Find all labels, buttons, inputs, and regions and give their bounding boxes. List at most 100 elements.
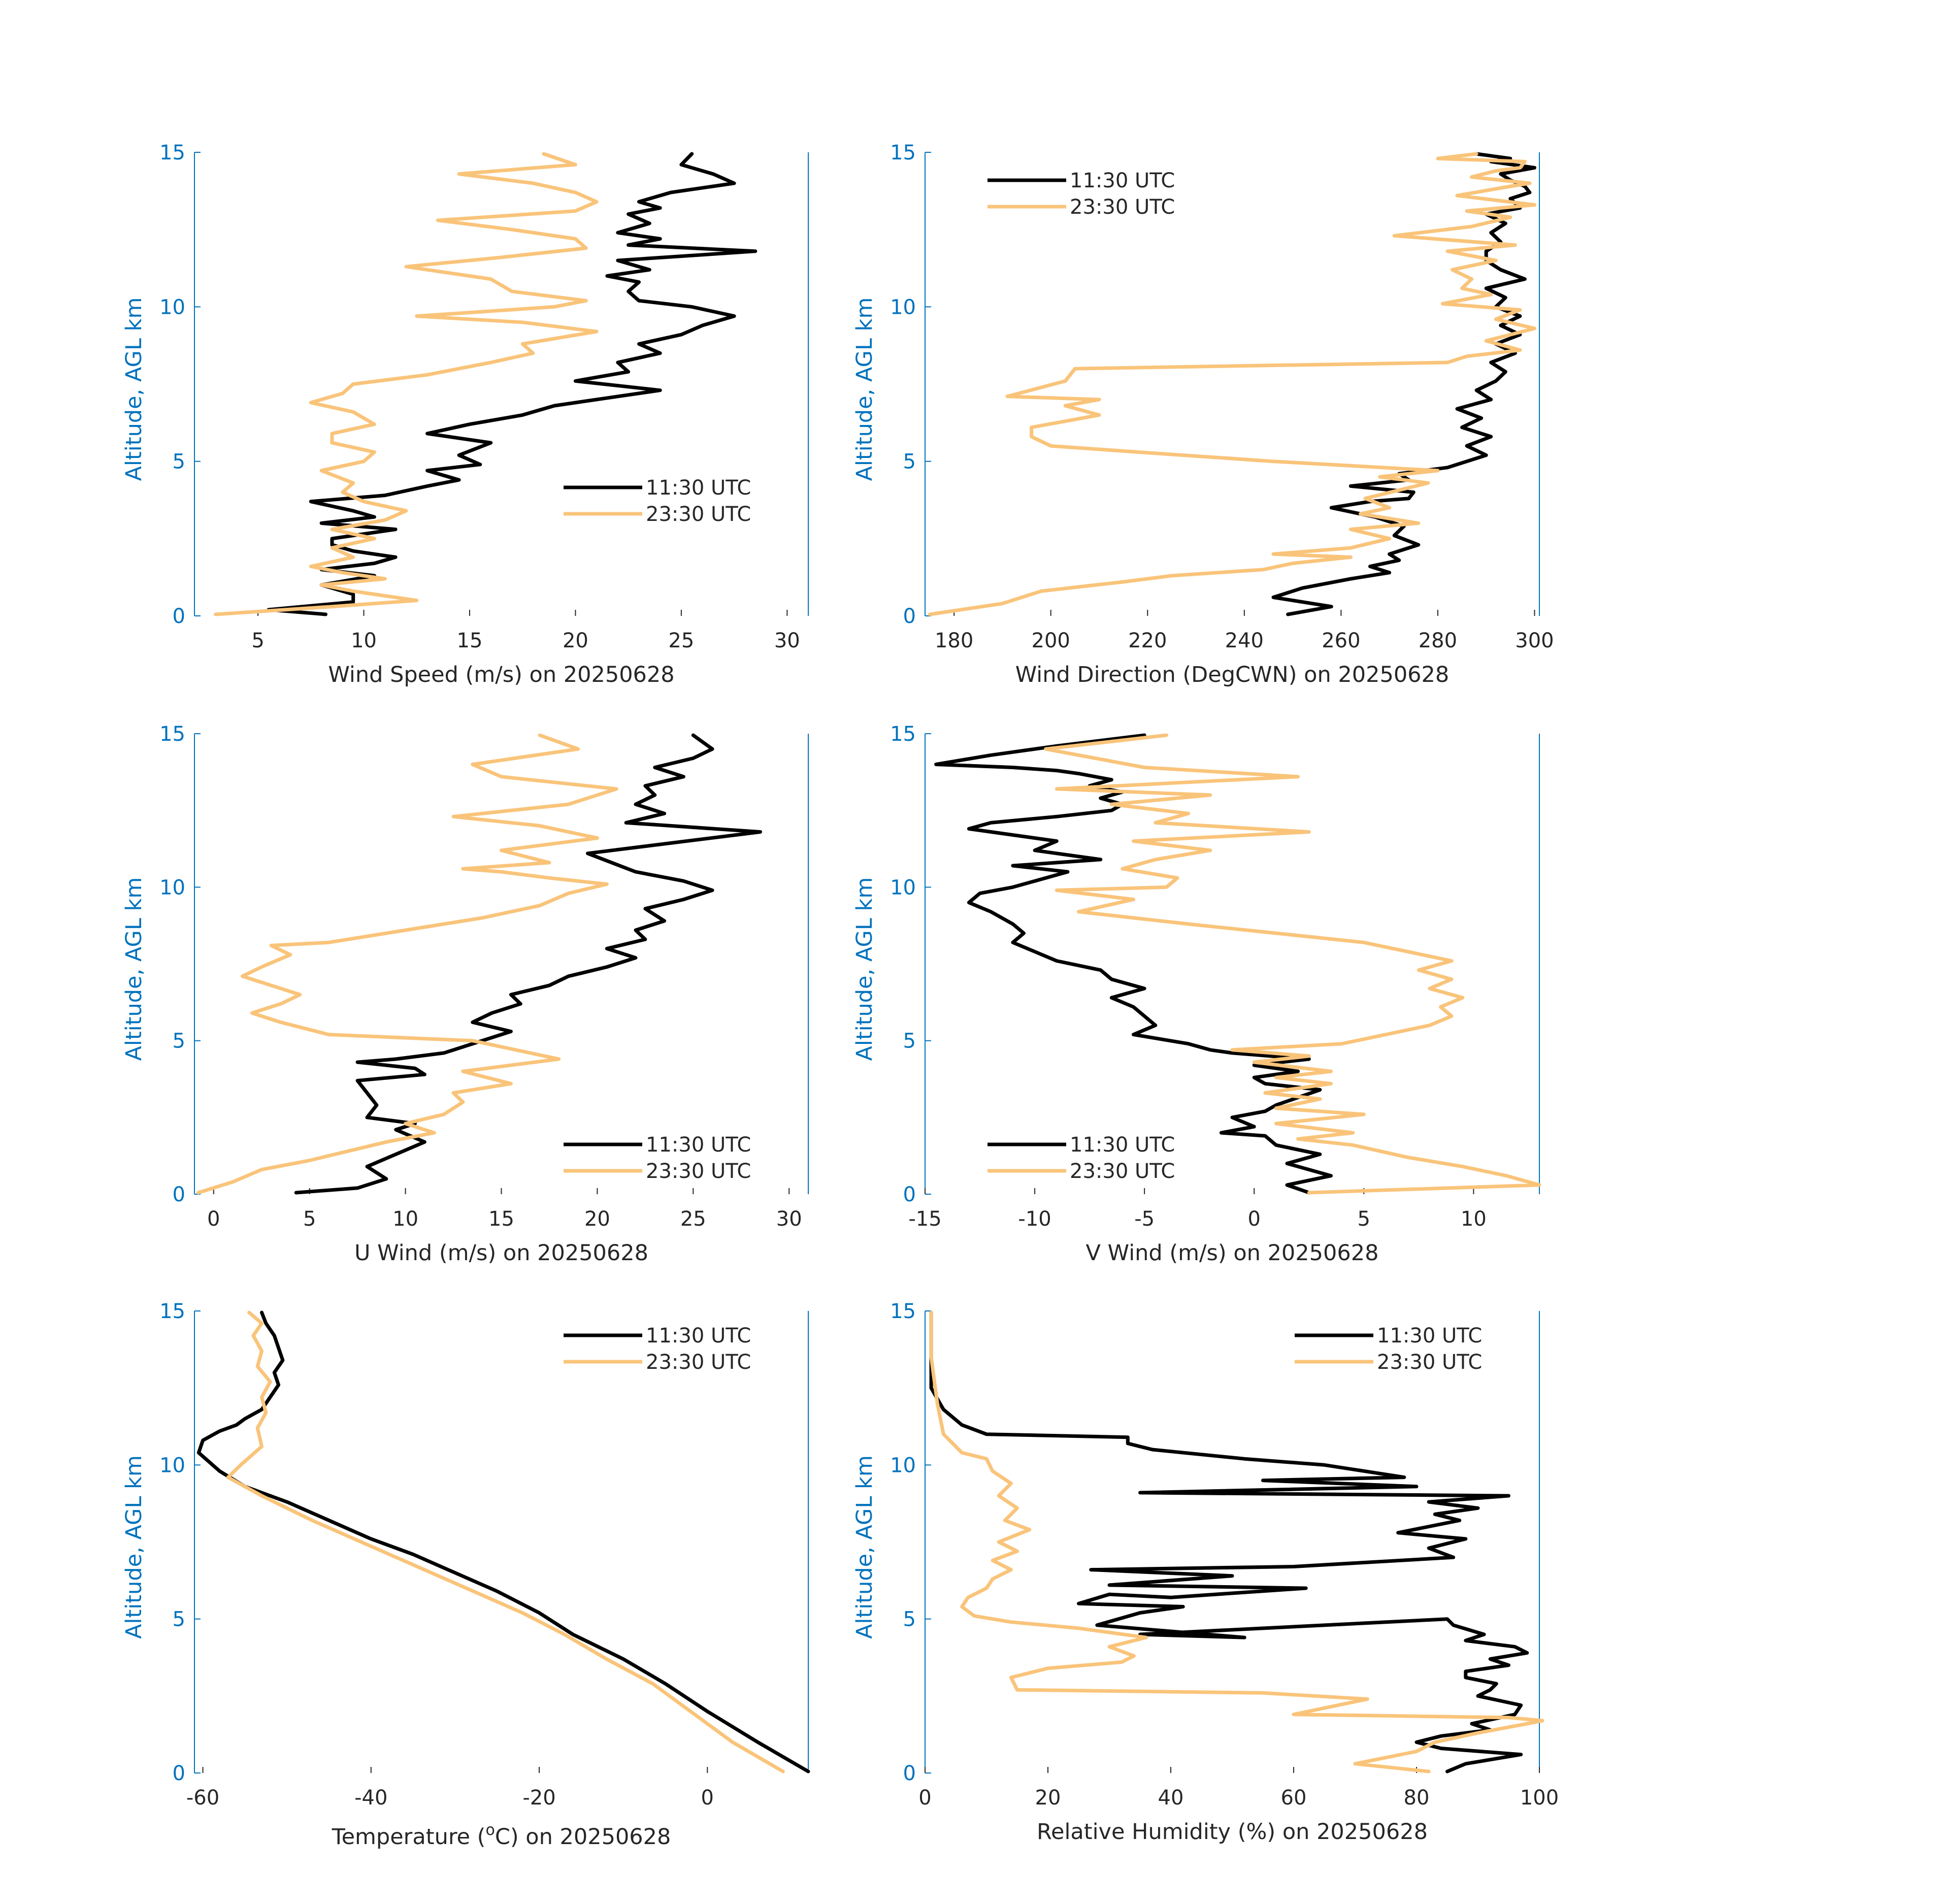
y-tick-label: 0	[173, 1183, 185, 1206]
series-line-1130utc	[267, 152, 758, 616]
x-tick-label: -60	[186, 1786, 219, 1810]
y-tick-label: 0	[903, 605, 916, 628]
y-tick-label: 15	[890, 723, 916, 746]
y-tick-label: 10	[890, 1454, 916, 1477]
x-tick-label: 0	[1247, 1207, 1260, 1231]
y-tick-label: 10	[159, 296, 185, 319]
x-tick-label: 180	[935, 629, 973, 652]
y-tick-label: 0	[903, 1762, 916, 1785]
series-line-2330utc	[196, 733, 618, 1195]
x-tick-label: -15	[908, 1207, 941, 1231]
y-tick-label: 15	[159, 723, 185, 746]
x-tick-label: 40	[1158, 1786, 1184, 1810]
x-tick-label: 30	[774, 629, 800, 652]
x-tick-label: 10	[392, 1207, 418, 1231]
series-line-1130utc	[934, 733, 1333, 1195]
x-axis-label: Temperature (oC) on 20250628	[332, 1821, 671, 1850]
y-tick-label: 10	[159, 1454, 185, 1477]
series-line-1130utc	[1271, 152, 1536, 616]
x-tick-label: 280	[1419, 629, 1457, 652]
x-tick-label: 15	[488, 1207, 514, 1231]
legend-label: 11:30 UTC	[646, 1324, 751, 1348]
legend-label: 11:30 UTC	[1070, 169, 1175, 192]
panel-4: 0 5 10 15 -15 -10 -5 0 5 10 V Wind (m/s) on 202506…	[852, 723, 1541, 1266]
x-tick-label: 200	[1032, 629, 1070, 652]
panel-1: 0 5 10 15 5 10 15 20 25 30 Wind Speed (m/s) on 202…	[121, 141, 809, 687]
x-tick-label: 5	[303, 1207, 316, 1231]
x-tick-label: 0	[207, 1207, 220, 1231]
x-tick-label: 10	[351, 629, 377, 652]
y-tick-label: 0	[903, 1183, 916, 1206]
series-line-2330utc	[928, 152, 1536, 616]
y-axis-label: Altitude, AGL km	[121, 298, 147, 481]
x-tick-label: 100	[1520, 1786, 1559, 1810]
series-line-2330utc	[1044, 733, 1541, 1195]
x-tick-label: 10	[1461, 1207, 1487, 1231]
x-tick-label: -10	[1018, 1207, 1051, 1231]
x-tick-label: -20	[522, 1786, 555, 1810]
y-tick-label: 0	[173, 1762, 185, 1785]
x-tick-label: 5	[1358, 1207, 1370, 1231]
y-axis-label: Altitude, AGL km	[852, 1455, 877, 1639]
y-tick-label: 5	[173, 450, 185, 474]
legend-label: 23:30 UTC	[646, 503, 751, 526]
x-axis-label: V Wind (m/s) on 20250628	[1086, 1240, 1379, 1266]
x-tick-label: 220	[1128, 629, 1167, 652]
x-axis-label: Wind Direction (DegCWN) on 20250628	[1015, 662, 1450, 687]
series-line-1130utc	[929, 1310, 1529, 1774]
legend-label: 23:30 UTC	[1377, 1351, 1482, 1374]
x-tick-label: 20	[1035, 1786, 1061, 1810]
y-tick-label: 5	[173, 1030, 185, 1053]
legend-label: 11:30 UTC	[1070, 1133, 1175, 1157]
y-tick-label: 5	[903, 1608, 916, 1631]
series-line-1130utc	[196, 1310, 810, 1774]
legend-label: 23:30 UTC	[1070, 1160, 1175, 1183]
x-axis-label: U Wind (m/s) on 20250628	[354, 1240, 648, 1266]
y-axis-label: Altitude, AGL km	[121, 877, 147, 1061]
panel-2: 0 5 10 15 180 200 220 240 260 280 300 Wind Directio…	[852, 141, 1554, 687]
legend-label: 11:30 UTC	[646, 1133, 751, 1157]
x-tick-label: 0	[918, 1786, 931, 1810]
panel-5: 0 5 10 15 -60 -40 -20 0 Temperature (oC) on 2025…	[121, 1300, 810, 1850]
x-tick-label: 0	[701, 1786, 714, 1810]
series-line-2330utc	[929, 1310, 1544, 1774]
x-tick-label: -5	[1134, 1207, 1155, 1231]
y-tick-label: 10	[159, 876, 185, 899]
y-axis-label: Altitude, AGL km	[121, 1455, 147, 1639]
series-line-2330utc	[226, 1310, 785, 1774]
series-line-1130utc	[294, 733, 762, 1195]
x-axis-label: Relative Humidity (%) on 20250628	[1037, 1819, 1428, 1845]
legend-label: 11:30 UTC	[1377, 1324, 1482, 1348]
y-tick-label: 5	[173, 1608, 185, 1631]
x-tick-label: 25	[668, 629, 694, 652]
x-tick-label: 300	[1515, 629, 1554, 652]
y-tick-label: 5	[903, 1030, 916, 1053]
legend-label: 23:30 UTC	[1070, 195, 1175, 219]
x-tick-label: 25	[680, 1207, 706, 1231]
y-tick-label: 15	[890, 141, 916, 165]
series-line-2330utc	[214, 152, 599, 616]
y-axis-label: Altitude, AGL km	[852, 298, 877, 481]
y-tick-label: 15	[890, 1300, 916, 1323]
x-tick-label: 20	[584, 1207, 610, 1231]
y-tick-label: 15	[159, 1300, 185, 1323]
x-tick-label: -40	[354, 1786, 387, 1810]
legend-label: 23:30 UTC	[646, 1351, 751, 1374]
x-tick-label: 60	[1281, 1786, 1307, 1810]
y-axis-label: Altitude, AGL km	[852, 877, 877, 1061]
panel-3: 0 5 10 15 0 5 10 15 20 25 30 U Wind (m/s) on 202506…	[121, 723, 809, 1266]
x-tick-label: 80	[1404, 1786, 1430, 1810]
x-tick-label: 15	[457, 629, 483, 652]
x-tick-label: 20	[563, 629, 588, 652]
y-tick-label: 0	[173, 605, 185, 628]
x-axis-label: Wind Speed (m/s) on 20250628	[328, 662, 674, 687]
y-tick-label: 10	[890, 296, 916, 319]
x-tick-label: 260	[1322, 629, 1360, 652]
y-tick-label: 15	[159, 141, 185, 165]
x-tick-label: 5	[251, 629, 264, 652]
legend-label: 11:30 UTC	[646, 476, 751, 500]
x-tick-label: 240	[1225, 629, 1264, 652]
legend-label: 23:30 UTC	[646, 1160, 751, 1183]
x-tick-label: 30	[776, 1207, 802, 1231]
